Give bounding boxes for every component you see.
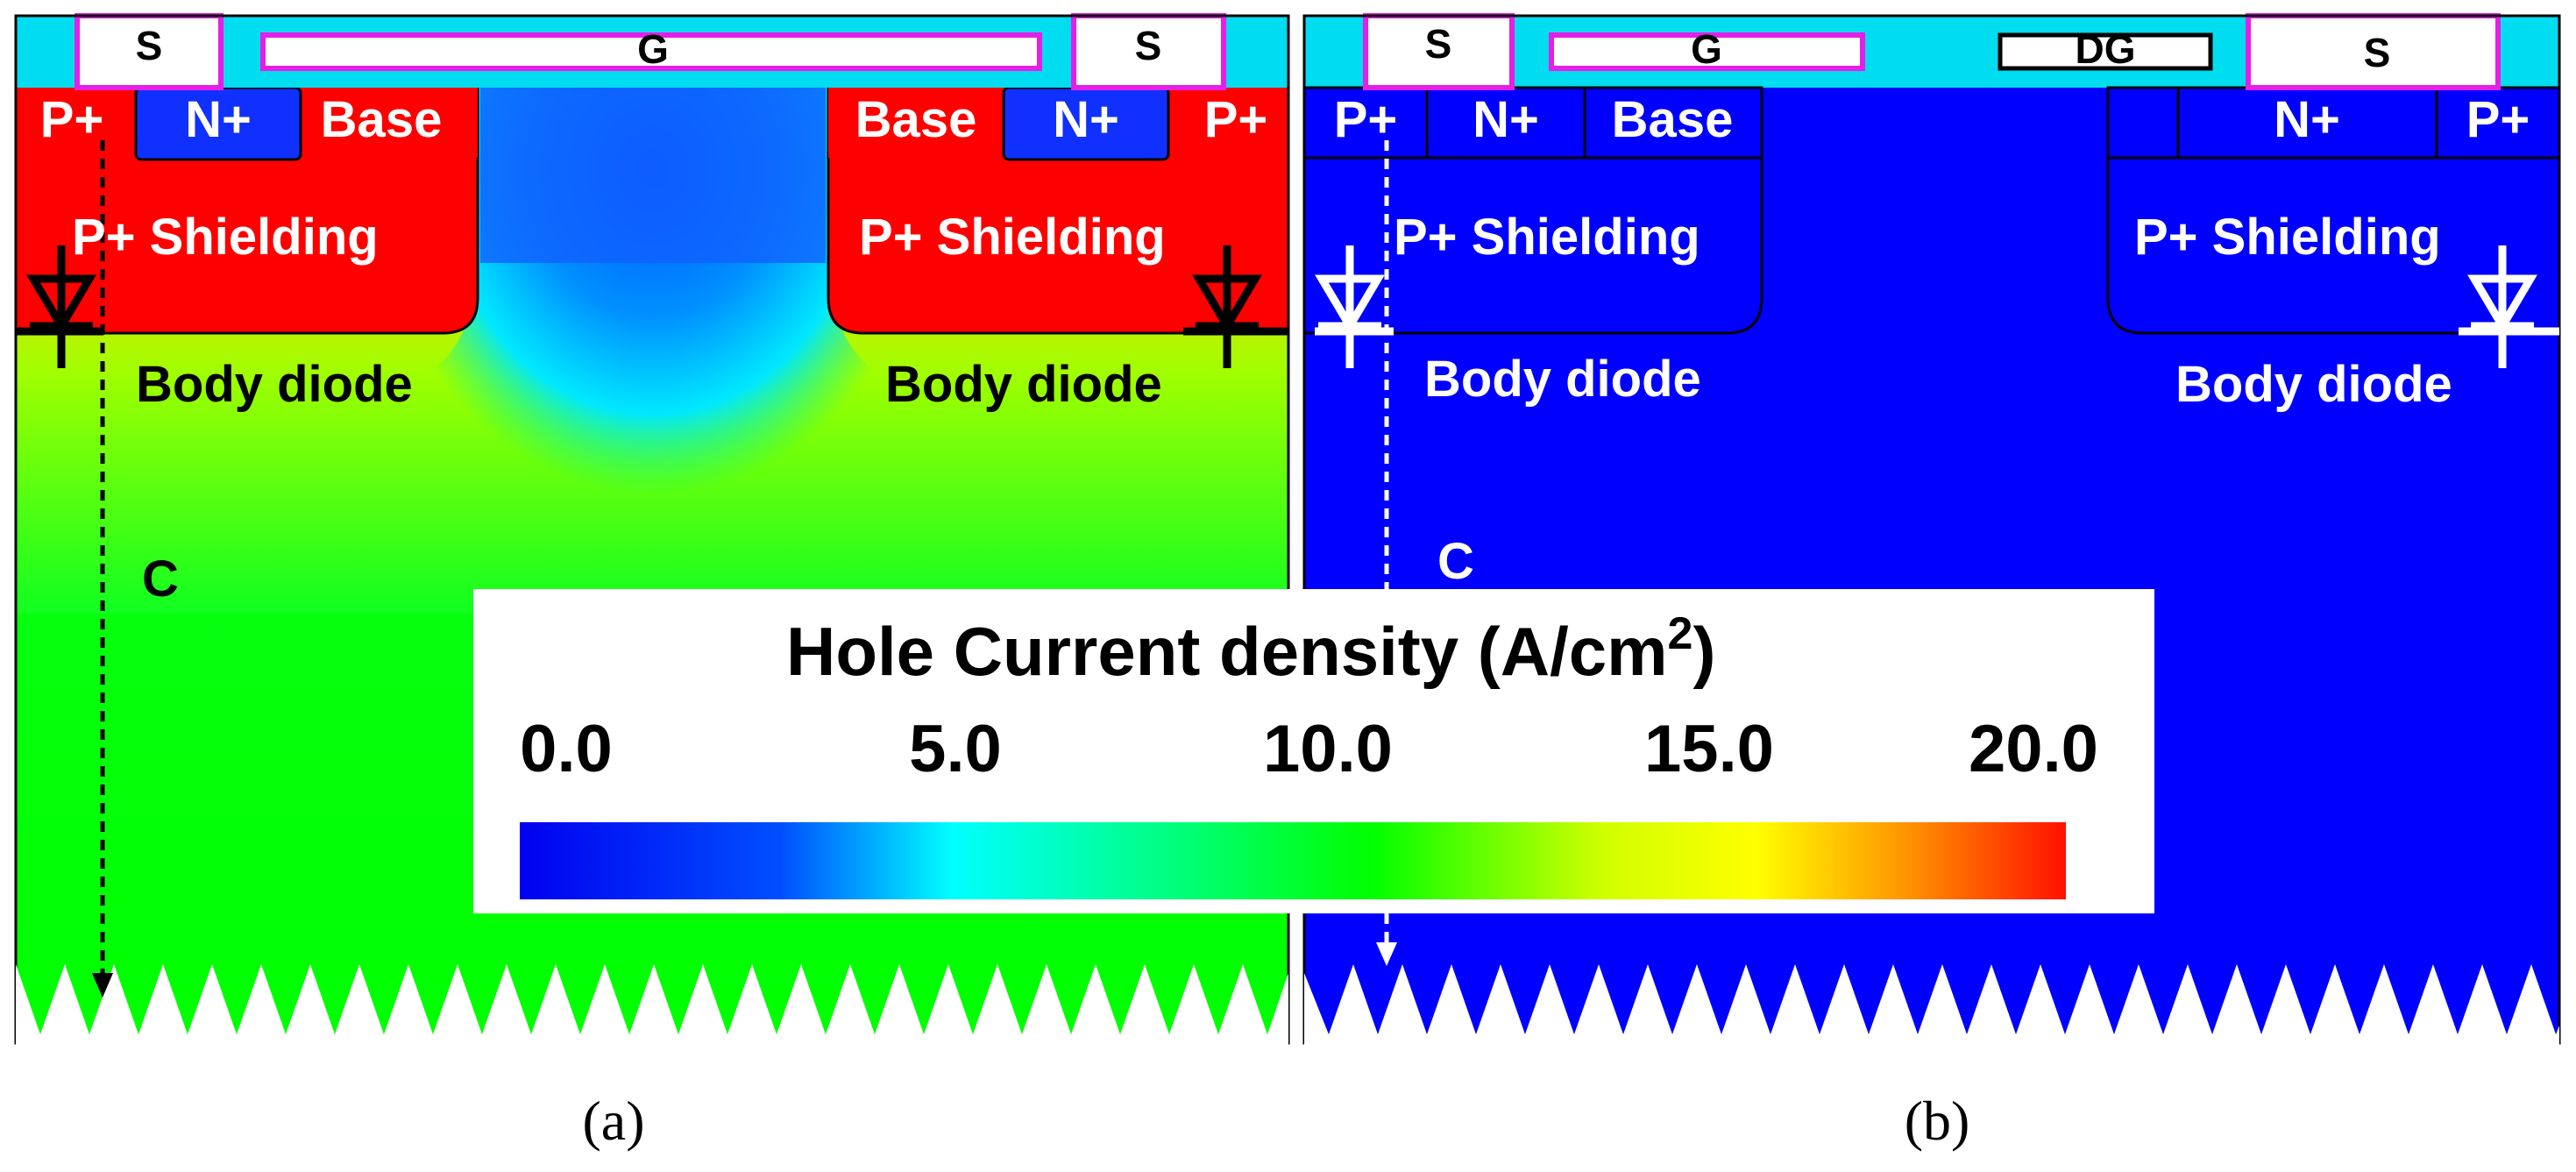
colorbar-title: Hole Current density (A/cm2) [786,608,1715,690]
panel-a-label-body-diode-left: Body diode [136,356,413,413]
panel-a-label-body-diode-right: Body diode [885,356,1162,413]
panel-b-label-shielding-left: P+ Shielding [1394,209,1700,266]
panel-b-terminal-gate: G [1691,26,1722,72]
panel-b-label-channel: C [1437,533,1474,590]
panel-a-label-nplus-left: N+ [185,91,252,148]
panel-a-gate-electrode [260,32,1042,71]
panel-b-gate-electrode [1549,32,1865,71]
panel-b-label-pplus-right: P+ [2466,91,2530,148]
panel-a-label-base-left: Base [321,91,443,148]
panel-a-label-pplus-left: P+ [40,91,104,148]
colorbar-title-close: ) [1692,613,1715,690]
panel-a-label-channel: C [142,550,179,607]
panel-a-label-base-right: Base [855,91,977,148]
panel-a-diode-icon-left [16,245,103,368]
panel-a-label-pplus-right: P+ [1204,91,1268,148]
panel-b-shield-right [2106,86,2559,335]
colorbar-legend: Hole Current density (A/cm2) 0.0 5.0 10.… [473,589,2154,913]
panel-b-label-body-diode-right: Body diode [2175,356,2452,413]
panel-b-label-body-diode-left: Body diode [1424,351,1701,408]
panel-a-label-shielding-right: P+ Shielding [859,209,1166,266]
panel-b-diode-icon-left [1315,245,1394,368]
colorbar-tick-1: 5.0 [909,712,1002,786]
panel-b-terminal-dummy-gate: DG [2076,26,2136,72]
colorbar-title-superscript: 2 [1668,608,1693,659]
colorbar-tick-0: 0.0 [520,712,613,786]
panel-a-caption: (a) [582,1090,644,1152]
colorbar-gradient [520,822,2066,899]
colorbar-title-main: Hole Current density (A/cm [786,613,1668,690]
panel-b-label-base-left: Base [1612,91,1734,148]
panel-a: S G S P+ N+ Base Base N+ P+ P+ Shielding… [14,13,1290,1152]
panel-b: S G DG S P+ N+ Base N+ P+ P+ Shielding P… [1302,13,2561,1152]
panel-a-label-shielding-left: P+ Shielding [72,209,379,266]
panel-b-caption: (b) [1905,1090,1970,1152]
colorbar-tick-3: 15.0 [1644,712,1774,786]
panel-b-label-nplus-left: N+ [1473,91,1539,148]
panel-b-dummy-gate [1998,32,2213,71]
panel-b-terminal-source-left: S [1425,21,1452,67]
panel-a-terminal-source-left: S [136,23,163,68]
panel-a-diode-icon-right [1183,245,1288,368]
colorbar-tick-2: 10.0 [1263,712,1393,786]
panel-a-current-path-arrow [92,140,113,998]
panel-a-substrate-edge [16,964,1288,1052]
panel-a-trench-core [480,88,826,263]
panel-b-label-pplus-left: P+ [1334,91,1398,148]
panel-b-label-shielding-right: P+ Shielding [2134,209,2441,266]
colorbar-tick-4: 20.0 [1969,712,2098,786]
panel-a-label-nplus-right: N+ [1053,91,1119,148]
panel-a-terminal-source-right: S [1135,23,1162,68]
panel-b-label-nplus-right: N+ [2274,91,2340,148]
panel-b-shield-left [1304,86,1763,335]
panel-b-terminal-source-right: S [2364,30,2391,75]
panel-b-diode-icon-right [2459,245,2559,368]
panel-a-terminal-gate: G [637,26,669,72]
panel-b-substrate-edge [1304,964,2559,1052]
